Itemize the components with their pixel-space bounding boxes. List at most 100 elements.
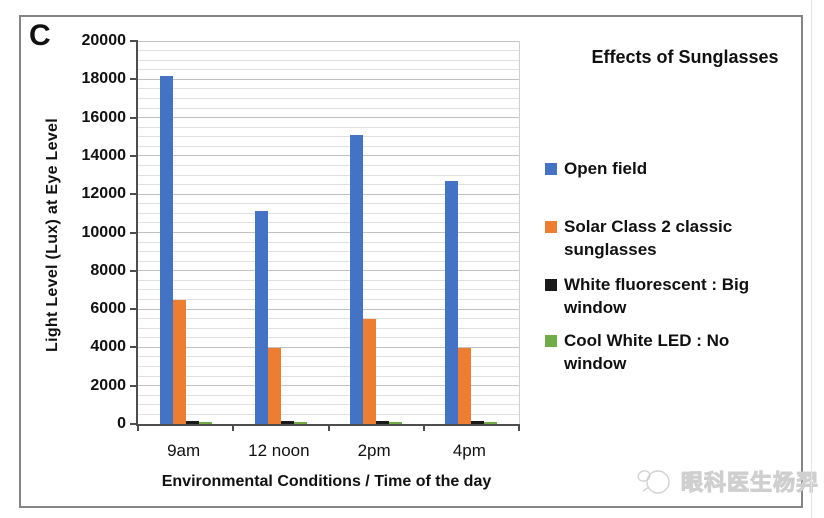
bar-series2-4pm: [471, 421, 485, 424]
y-axis-tick-label: 4000: [90, 338, 126, 356]
minor-gridline: [138, 174, 519, 176]
panel-label: C: [29, 19, 51, 52]
minor-gridline: [138, 136, 519, 138]
legend-item-solar-class-2: Solar Class 2 classic sunglasses: [545, 215, 794, 261]
minor-gridline: [138, 97, 519, 99]
minor-gridline: [138, 145, 519, 147]
bar-series2-2pm: [376, 420, 390, 424]
legend-item-cool-white-led: Cool White LED : No window: [545, 329, 794, 375]
y-axis-tick: [130, 116, 138, 119]
legend-item-open-field: Open field: [545, 157, 794, 180]
minor-gridline: [138, 327, 519, 329]
legend-label-line: window: [564, 298, 627, 317]
bar-series3-12 noon: [293, 422, 307, 424]
major-gridline: [138, 117, 519, 119]
minor-gridline: [138, 279, 519, 281]
y-axis-tick: [130, 269, 138, 272]
minor-gridline: [138, 184, 519, 186]
x-axis-tick: [422, 424, 425, 431]
minor-gridline: [138, 251, 519, 253]
page-edge-line: [811, 0, 812, 518]
chart-title: Effects of Sunglasses: [591, 47, 779, 67]
y-axis-tick-label: 10000: [81, 223, 127, 241]
minor-gridline: [138, 375, 519, 377]
x-axis-tick-label: 12 noon: [248, 441, 310, 460]
y-axis-tick: [130, 154, 138, 157]
x-axis-tick-label: 4pm: [452, 441, 486, 460]
legend-item-white-fluorescent: White fluorescent : Big window: [545, 273, 794, 319]
x-axis-tick: [232, 424, 235, 431]
major-gridline: [138, 346, 519, 348]
major-gridline: [138, 193, 519, 195]
bar-series2-12 noon: [280, 420, 294, 424]
legend-label: Open field: [564, 157, 794, 180]
bar-series3-2pm: [389, 421, 403, 424]
major-gridline: [138, 385, 519, 387]
y-axis-tick-label: 6000: [90, 300, 126, 318]
minor-gridline: [138, 413, 519, 415]
minor-gridline: [138, 212, 519, 214]
bar-series1-12 noon: [267, 347, 281, 424]
major-gridline: [138, 308, 519, 310]
bar-series3-9am: [198, 421, 212, 424]
y-axis-tick: [130, 40, 138, 42]
major-gridline: [138, 232, 519, 233]
chart-panel: C Effects of Sunglasses Light Level (Lux…: [19, 15, 819, 508]
legend-label-line: Cool White LED : No window: [564, 331, 730, 373]
y-axis-tick: [130, 384, 138, 387]
legend-label: Cool White LED : No window: [564, 329, 794, 375]
minor-gridline: [138, 366, 519, 368]
minor-gridline: [138, 241, 519, 243]
bar-series0-2pm: [350, 134, 364, 424]
minor-gridline: [138, 394, 519, 396]
legend-label-line: White fluorescent : Big: [564, 275, 750, 294]
y-axis-tick-label: 18000: [81, 70, 127, 88]
minor-gridline: [138, 107, 519, 109]
minor-gridline: [138, 289, 519, 291]
y-axis-tick: [130, 308, 138, 311]
bar-series3-4pm: [484, 422, 498, 424]
legend-swatch-white-fluorescent: [545, 279, 557, 291]
minor-gridline: [138, 404, 519, 406]
watermark: 眼科医生杨羿: [636, 465, 819, 497]
x-axis-tick-label: 2pm: [357, 441, 391, 460]
y-axis-tick-label: 20000: [81, 32, 127, 49]
plot-area: [130, 40, 520, 431]
bar-series1-9am: [172, 299, 186, 424]
x-axis-title: Environmental Conditions / Time of the d…: [161, 473, 492, 490]
y-axis-tick: [130, 423, 138, 425]
major-gridline: [138, 78, 519, 80]
legend-label-line: Solar Class 2 classic: [564, 217, 733, 236]
legend-swatch-open-field: [545, 163, 557, 175]
bar-series0-12 noon: [254, 211, 268, 424]
minor-gridline: [138, 88, 519, 90]
bar-series1-4pm: [458, 348, 472, 424]
legend-label: White fluorescent : Big window: [564, 273, 794, 319]
y-axis-tick-label: 2000: [90, 376, 126, 394]
minor-gridline: [138, 203, 519, 205]
x-axis-tick: [518, 424, 520, 431]
y-axis-tick: [130, 346, 138, 349]
major-gridline: [138, 270, 519, 272]
bar-series1-2pm: [363, 318, 377, 424]
major-gridline: [138, 40, 519, 42]
minor-gridline: [138, 126, 519, 128]
minor-gridline: [138, 50, 519, 52]
y-axis-tick: [130, 231, 138, 234]
minor-gridline: [138, 260, 519, 262]
minor-gridline: [138, 337, 519, 339]
legend-label: Solar Class 2 classic sunglasses: [564, 215, 794, 261]
bar-series0-9am: [159, 76, 173, 424]
minor-gridline: [138, 69, 519, 71]
minor-gridline: [138, 164, 519, 166]
legend-swatch-cool-white-led: [545, 335, 557, 347]
y-axis-tick: [130, 193, 138, 196]
y-axis-tick-label: 14000: [81, 146, 127, 164]
legend-swatch-solar-class-2: [545, 221, 557, 233]
bar-series0-4pm: [445, 180, 459, 424]
major-gridline: [138, 155, 519, 157]
watermark-logo-icon: [637, 470, 670, 494]
y-axis-tick-label: 12000: [81, 185, 127, 203]
y-axis-tick-label: 0: [117, 415, 126, 432]
x-axis-tick: [327, 424, 330, 431]
